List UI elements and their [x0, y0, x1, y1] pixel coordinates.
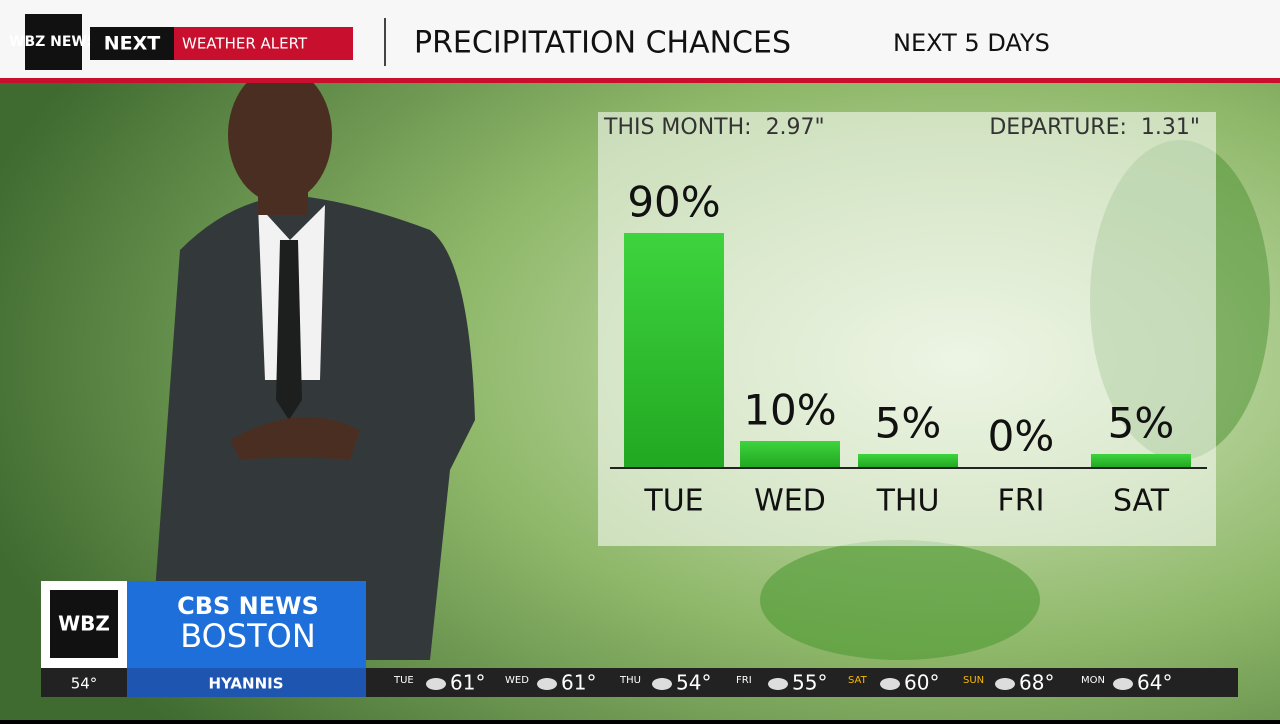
- ticker-temp: 64°: [1137, 671, 1172, 695]
- station-logo: [50, 590, 118, 658]
- x-tick-label: WED: [754, 484, 826, 519]
- bar: [1091, 454, 1191, 467]
- annotation: DEPARTURE: 1.31": [989, 115, 1200, 140]
- brand-box: [90, 27, 174, 60]
- ticker-day: SAT: [848, 675, 868, 686]
- header-rule: [0, 78, 1280, 83]
- brand: NEXT: [104, 33, 161, 55]
- annotation: THIS MONTH: 2.97": [603, 115, 825, 140]
- value-label: 0%: [988, 412, 1055, 461]
- ticker-day: SUN: [963, 675, 984, 686]
- value-label: 10%: [743, 386, 836, 435]
- ticker-temp: 60°: [904, 671, 939, 695]
- ticker-day: THU: [619, 675, 641, 686]
- presenter: [150, 67, 475, 660]
- current-temp: 54°: [71, 675, 98, 693]
- ticker-temp: 55°: [792, 671, 827, 695]
- value-label: 5%: [875, 399, 942, 448]
- x-tick-label: SAT: [1113, 484, 1170, 519]
- forecast-ticker: TUE 61° WED 61° THU 54° FRI 55° SAT 60° SUN 68° MON 6…: [393, 671, 1172, 695]
- ticker-temp: 61°: [450, 671, 485, 695]
- ticker-temp: 68°: [1019, 671, 1054, 695]
- ticker-temp: 61°: [561, 671, 596, 695]
- ticker-day: WED: [505, 675, 529, 686]
- ticker-day: MON: [1081, 675, 1105, 686]
- ticker-day: TUE: [393, 675, 414, 686]
- x-tick-label: THU: [876, 484, 940, 519]
- alert-text: WEATHER ALERT: [182, 35, 308, 53]
- ticker-temp: 54°: [676, 671, 711, 695]
- weather-icon: [652, 678, 672, 690]
- logo-box: [25, 14, 82, 70]
- value-label: 5%: [1108, 399, 1175, 448]
- leaf: [760, 540, 1040, 660]
- bar: [740, 441, 840, 467]
- network-box: [127, 581, 366, 668]
- weather-icon: [537, 678, 557, 690]
- network: CBS NEWS: [177, 592, 319, 620]
- chart-subtitle: NEXT 5 DAYS: [893, 29, 1050, 57]
- station-call: WBZ: [58, 612, 110, 636]
- weather-icon: [426, 678, 446, 690]
- bars: 90% TUE 10% WED 5% THU 0% FRI 5% SAT: [624, 178, 1191, 519]
- weather-icon: [768, 678, 788, 690]
- ticker-day: FRI: [736, 675, 752, 686]
- city: BOSTON: [180, 617, 316, 655]
- x-tick-label: TUE: [643, 484, 703, 519]
- bar: [858, 454, 958, 467]
- x-tick-label: FRI: [998, 484, 1045, 519]
- chart-title: PRECIPITATION CHANCES: [414, 26, 791, 61]
- value-label: 90%: [627, 178, 720, 227]
- weather-icon: [880, 678, 900, 690]
- location-box: [127, 668, 366, 697]
- weather-icon: [1113, 678, 1133, 690]
- weather-icon: [995, 678, 1015, 690]
- bar: [624, 233, 724, 467]
- location: HYANNIS: [208, 675, 283, 693]
- logo: WBZ NEWS: [9, 34, 97, 50]
